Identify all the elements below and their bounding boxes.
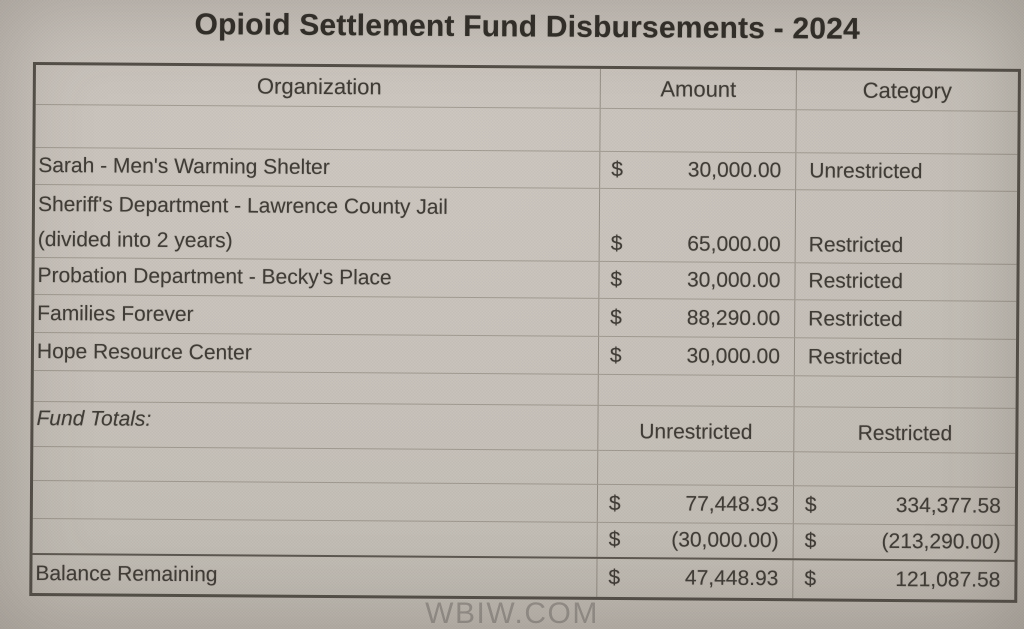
page-title: Opioid Settlement Fund Disbursements - 2… [194, 8, 861, 46]
organization-line2: (divided into 2 years) [37, 227, 233, 253]
balance-remaining-row: Balance Remaining $ 47,448.93 $ 121,087.… [32, 555, 1015, 600]
amount-value: 30,000.00 [687, 158, 782, 183]
amount-cell: $ 30,000.00 [599, 151, 796, 190]
amount-value: 65,000.00 [687, 232, 781, 257]
amount-cell: $ 65,000.00 [598, 188, 796, 263]
unrestricted-deduction-cell: $ (30,000.00) [596, 522, 793, 559]
category-cell: Restricted [794, 190, 1018, 264]
restricted-balance-cell: $ 121,087.58 [792, 560, 1015, 600]
amount-cell: $ 88,290.00 [598, 298, 795, 338]
currency-symbol: $ [804, 529, 817, 553]
organization-cell: Families Forever [37, 301, 194, 326]
amount-cell: $ 30,000.00 [598, 261, 795, 300]
restricted-column-header: Restricted [793, 407, 1016, 453]
category-column-header: Category [795, 70, 1018, 111]
organization-line1: Sheriff's Department - Lawrence County J… [37, 192, 448, 219]
organization-cell: Sheriff's Department - Lawrence County J… [35, 185, 599, 261]
amount-value: (30,000.00) [671, 528, 779, 553]
currency-symbol: $ [610, 267, 623, 292]
amount-value: 121,087.58 [895, 567, 1001, 592]
restricted-deduction-cell: $ (213,290.00) [792, 524, 1015, 560]
category-cell: Restricted [793, 338, 1017, 377]
currency-symbol: $ [610, 305, 622, 329]
amount-value: 88,290.00 [686, 306, 781, 330]
category-cell: Restricted [794, 263, 1017, 301]
amount-value: 47,448.93 [684, 566, 779, 591]
amount-value: 30,000.00 [686, 344, 781, 368]
amount-value: 77,448.93 [685, 492, 779, 516]
table-row: Sheriff's Department - Lawrence County J… [34, 184, 1018, 265]
currency-symbol: $ [804, 567, 817, 591]
organization-cell: Probation Department - Becky's Place [37, 263, 392, 290]
blank-row [35, 104, 1018, 155]
organization-cell: Hope Resource Center [36, 339, 252, 364]
fund-totals-label: Fund Totals: [36, 406, 152, 431]
disbursements-table: Organization Amount Category Sarah - Men… [29, 61, 1021, 603]
amount-value: 334,377.58 [895, 493, 1001, 518]
currency-symbol: $ [608, 565, 621, 590]
header-row: Organization Amount Category [35, 64, 1018, 112]
currency-symbol: $ [804, 492, 817, 516]
fund-totals-header-row: Fund Totals: Unrestricted Restricted [33, 401, 1016, 454]
unrestricted-total-cell: $ 77,448.93 [596, 484, 794, 524]
organization-column-header: Organization [256, 73, 382, 99]
currency-symbol: $ [610, 231, 623, 256]
currency-symbol: $ [608, 491, 621, 515]
category-cell: Restricted [794, 300, 1017, 339]
balance-remaining-label: Balance Remaining [35, 561, 218, 587]
amount-value: (213,290.00) [881, 529, 1001, 554]
amount-cell: $ 30,000.00 [597, 336, 795, 376]
amount-column-header: Amount [599, 68, 796, 110]
amount-value: 30,000.00 [686, 268, 781, 293]
unrestricted-column-header: Unrestricted [597, 405, 794, 452]
currency-symbol: $ [608, 527, 621, 552]
category-cell: Unrestricted [795, 153, 1018, 191]
restricted-total-cell: $ 334,377.58 [792, 486, 1016, 525]
unrestricted-balance-cell: $ 47,448.93 [596, 558, 793, 599]
currency-symbol: $ [609, 343, 622, 367]
currency-symbol: $ [611, 157, 624, 182]
organization-cell: Sarah - Men's Warming Shelter [38, 153, 330, 180]
watermark: WBIW.COM [425, 597, 599, 629]
